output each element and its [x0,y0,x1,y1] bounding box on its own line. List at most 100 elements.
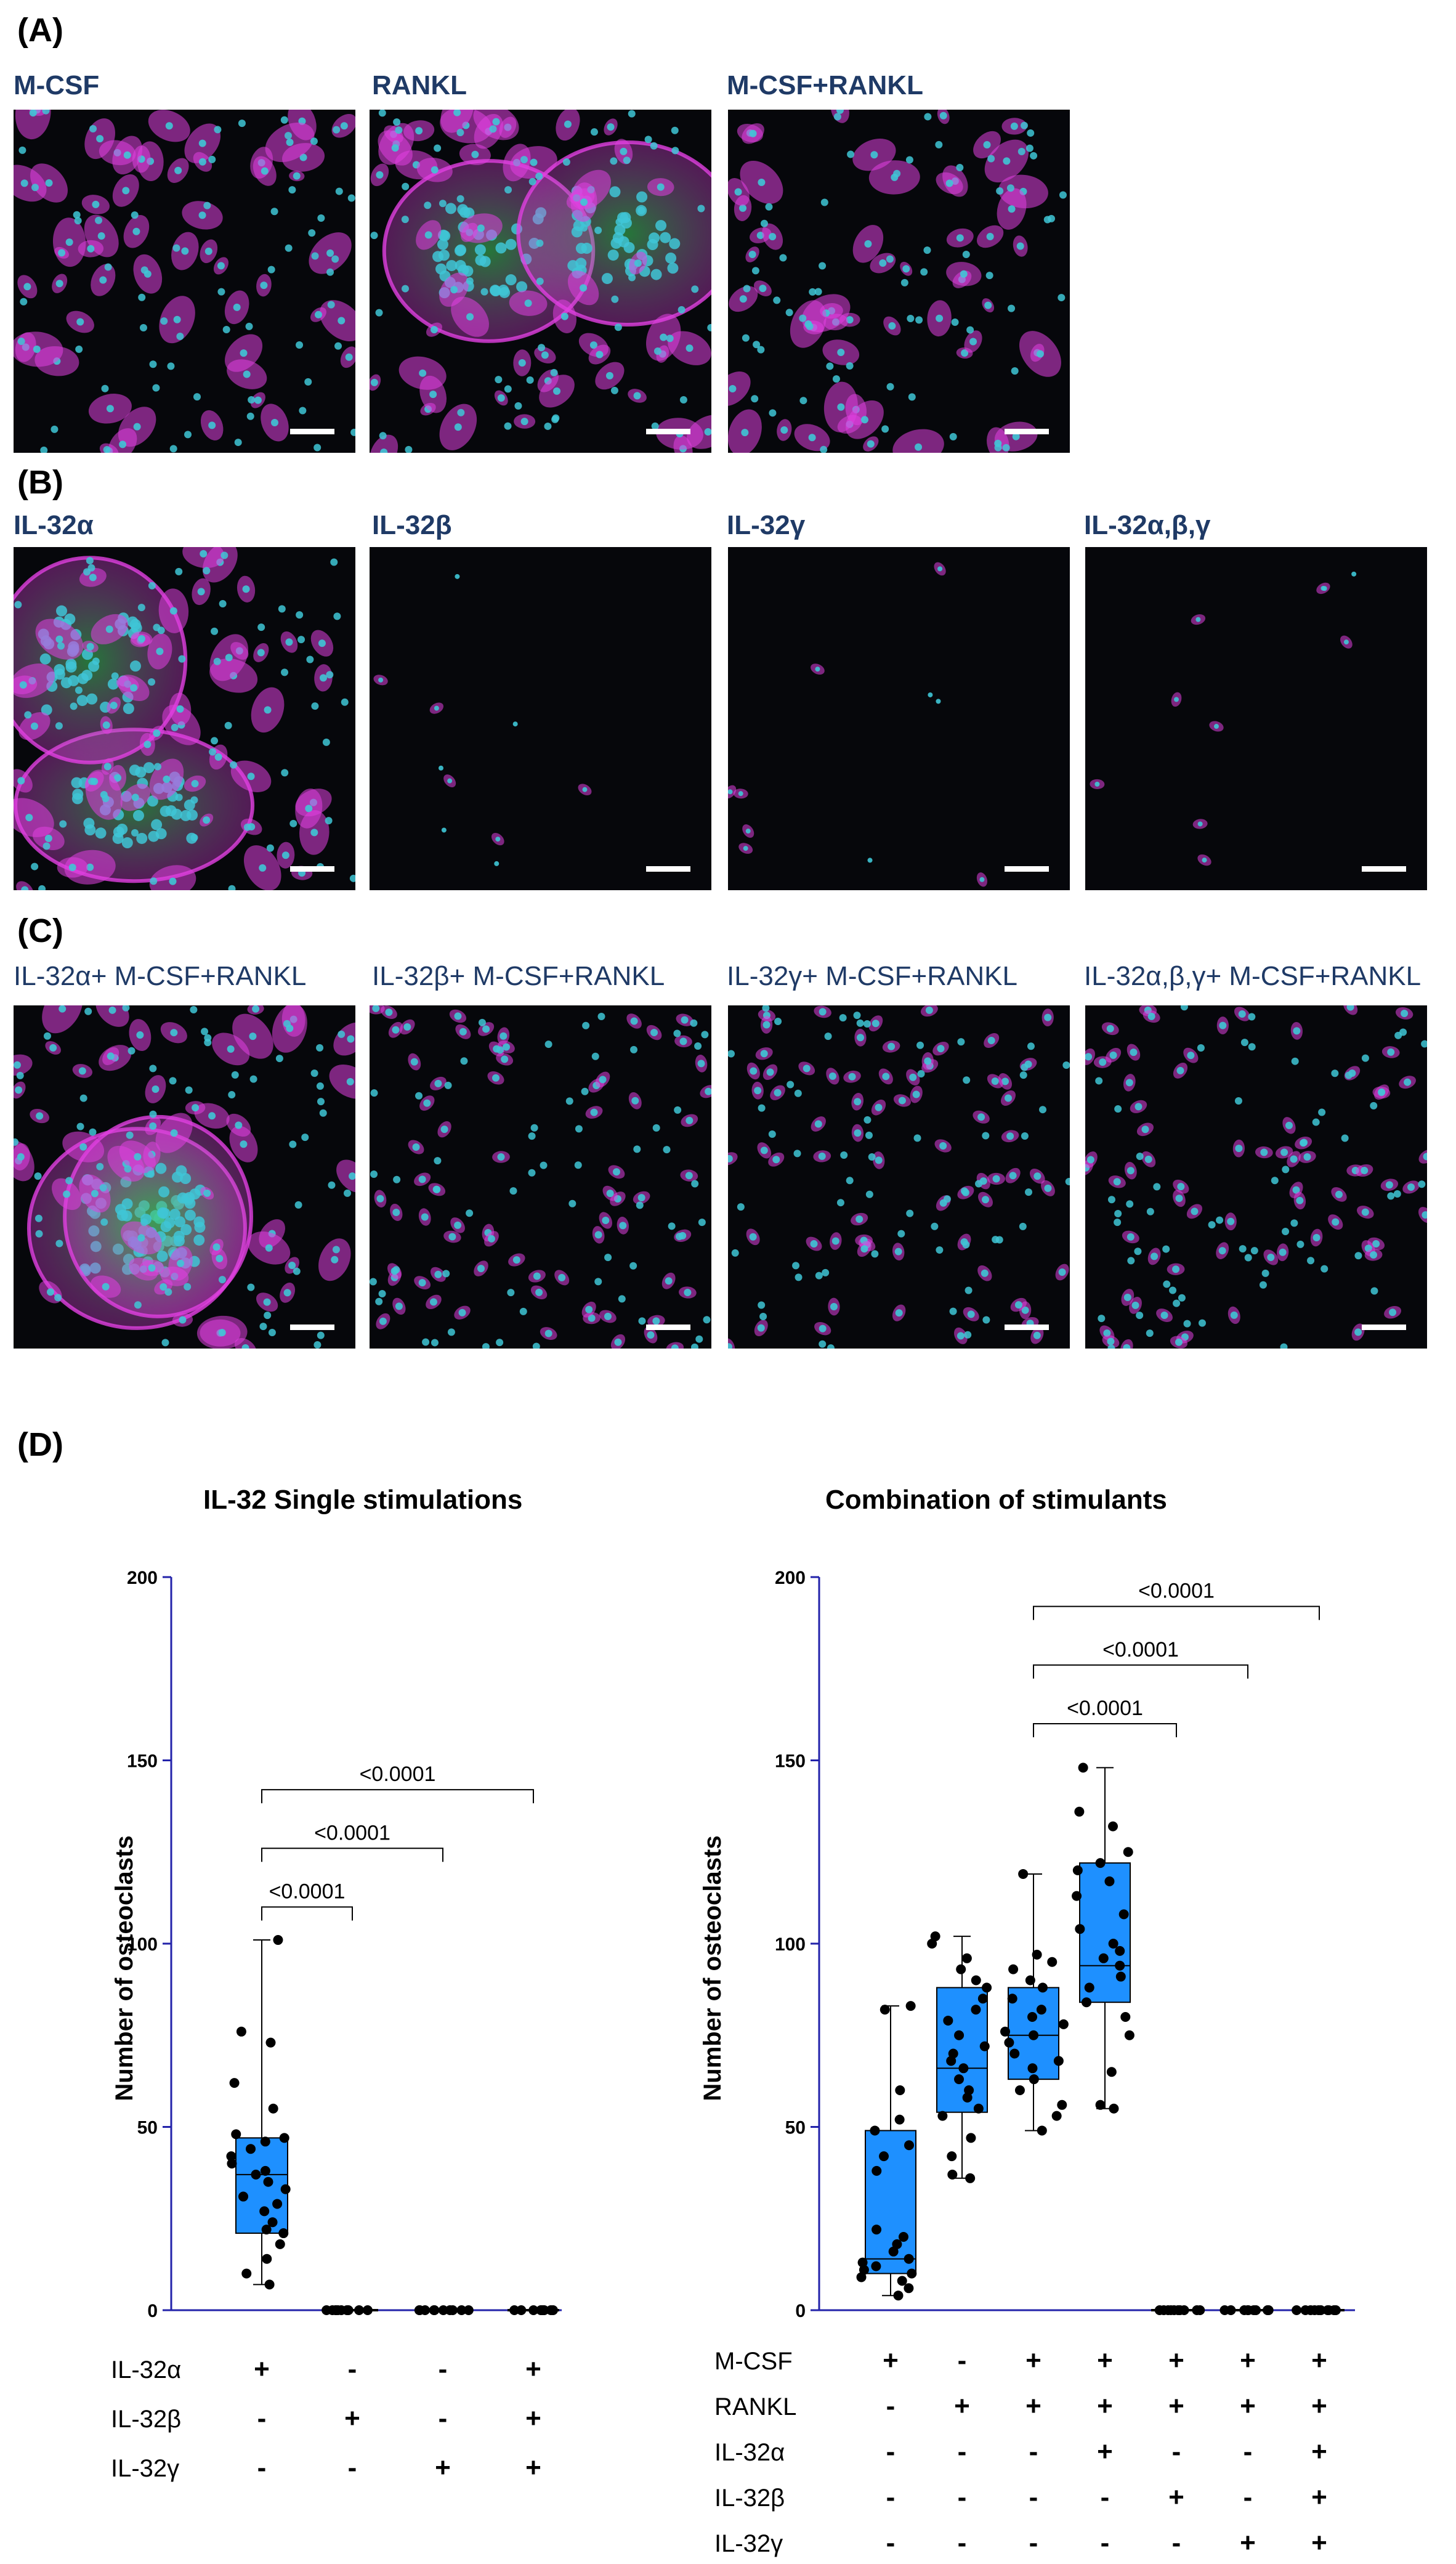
data-point [1032,1949,1042,1960]
data-point [1219,2305,1230,2315]
data-point [1239,2305,1250,2315]
panel-b3-title: IL-32γ [727,510,806,540]
data-point [241,2268,252,2279]
box [1079,1862,1131,2003]
condition-sign: - [348,2354,357,2384]
data-point [251,2169,261,2180]
condition-sign: + [1311,2391,1327,2421]
data-point [262,2254,272,2264]
condition-sign: + [1168,2345,1184,2375]
data-point [1192,2305,1202,2315]
panel-c2-title: IL-32β+ M-CSF+RANKL [372,961,665,991]
box-group [856,2001,917,2301]
condition-sign: + [1311,2482,1327,2512]
condition-sign: + [1097,2391,1113,2421]
data-point [429,2305,439,2315]
data-point [1009,2048,1020,2059]
data-point [897,2276,907,2286]
p-value-label: <0.0001 [1067,1697,1143,1720]
condition-sign: - [1172,2528,1181,2558]
data-point [961,1953,972,1963]
data-point [1025,1975,1035,1986]
condition-row-label: IL-32γ [111,2455,179,2482]
panel-a2-title: RANKL [372,70,467,100]
chart-2-title: Combination of stimulants [825,1485,1167,1515]
micrograph-a3 [728,110,1070,453]
condition-sign: - [886,2391,896,2421]
condition-sign: + [1240,2345,1256,2375]
bracket-line [1033,1605,1320,1620]
data-point [1123,1847,1133,1857]
scale-bar [646,429,690,434]
data-point [279,2133,289,2143]
chart-single-stimulations: 0 50 100 150 200 Number of osteoclasts <0.0001… [111,1568,562,2483]
data-point [260,2165,270,2176]
data-point [892,2239,902,2249]
data-point [1106,2067,1117,2077]
y-tick-label: 150 [775,1751,806,1772]
y-tick-label: 50 [785,2118,806,2138]
data-point [1095,2099,1106,2110]
data-point [1108,1939,1118,1949]
data-point [1115,1945,1125,1956]
data-point [1051,2111,1062,2121]
data-point [546,2305,556,2315]
data-point [538,2305,549,2315]
data-point [954,2074,965,2085]
condition-sign: - [1244,2482,1253,2512]
data-point [1058,2019,1069,2029]
y-tick-label: 100 [775,1934,806,1955]
condition-sign: - [1029,2528,1038,2558]
data-point [1154,2305,1165,2315]
data-point [904,2140,914,2151]
box-group [1292,2305,1345,2315]
data-point [1309,2305,1320,2315]
data-point [1124,2030,1134,2040]
condition-sign: - [1172,2436,1181,2467]
data-point [1084,1982,1094,1993]
data-point [971,1975,981,1986]
condition-sign: + [1025,2391,1041,2421]
condition-row-label: IL-32α [714,2439,785,2466]
y-tick-label: 50 [137,2118,158,2138]
data-point [226,2151,237,2162]
data-point [264,2279,275,2290]
micrograph-b3 [728,547,1070,890]
data-point [966,2133,976,2143]
p-value-label: <0.0001 [1102,1638,1179,1661]
micrograph-c1 [14,1005,355,1349]
data-point [456,2305,467,2315]
condition-sign: + [1311,2436,1327,2467]
data-point [898,2232,908,2242]
data-point [870,2125,880,2136]
condition-sign: + [525,2354,541,2384]
data-point [1324,2305,1334,2315]
condition-row-label: RANKL [714,2393,796,2420]
data-point [1078,1763,1088,1773]
data-point [888,2246,899,2257]
scale-bar [1005,429,1049,434]
data-point [227,2159,237,2168]
data-point [1109,2103,1119,2114]
condition-sign: - [1029,2436,1038,2467]
micrograph-b2 [370,547,711,890]
scale-bar [646,1325,690,1330]
data-point [907,2268,917,2279]
data-point [1263,2305,1274,2315]
y-axis-label: Number of osteoclasts [111,1835,138,2101]
data-point [1018,1868,1029,1879]
data-point [438,2305,448,2315]
condition-sign: - [439,2403,448,2433]
condition-sign: + [254,2354,270,2384]
scale-bar [290,429,334,434]
significance-bracket: <0.0001 [261,1763,534,1804]
data-point [280,2184,291,2194]
data-point [342,2305,352,2315]
box-group [927,1931,992,2183]
condition-sign: + [1168,2391,1184,2421]
p-value-label: <0.0001 [360,1763,436,1786]
condition-sign: + [525,2403,541,2433]
bracket-line [1033,1664,1248,1679]
data-point [1118,1909,1129,1920]
condition-sign: - [958,2482,967,2512]
